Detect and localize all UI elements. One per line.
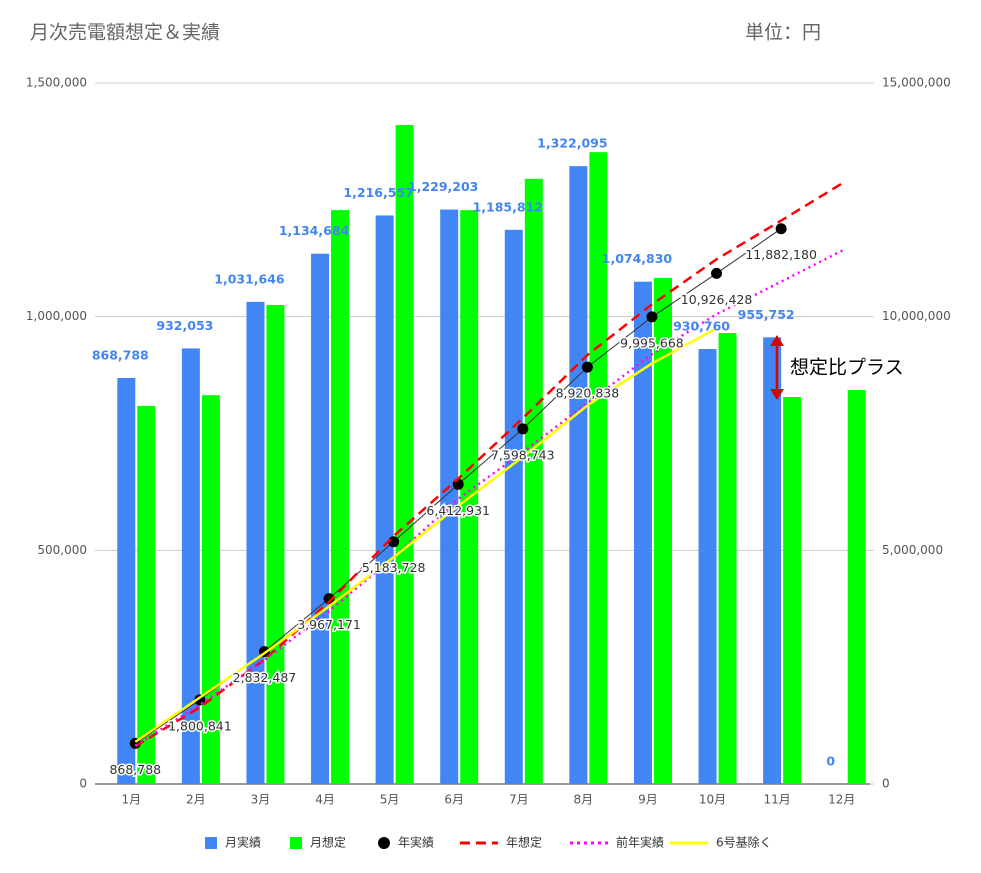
x-tick-label: 10月 [699,793,726,807]
x-tick-label: 12月 [828,793,855,807]
data-label: 932,053 [156,318,213,333]
bar [653,277,672,784]
bar [311,253,330,784]
chart-title: 月次売電額想定＆実績 [30,22,220,44]
x-tick-label: 8月 [574,793,594,807]
y-tick-label: 500,000 [37,543,87,557]
line [134,180,847,748]
x-tick-label: 11月 [763,793,790,807]
marker [775,223,787,235]
x-tick-label: 5月 [380,793,400,807]
bar [266,304,285,784]
marker [517,423,529,435]
data-label: 3,967,171 [297,617,361,632]
legend-swatch [378,837,390,849]
bar [633,281,652,784]
data-label: 1,134,684 [279,223,350,238]
legend-swatch [290,837,302,849]
data-label: 0 [826,754,835,769]
y-tick-label: 1,000,000 [26,309,87,323]
data-label: 868,788 [92,347,149,362]
data-label: 10,926,428 [681,292,753,307]
data-label: 1,216,557 [343,185,413,200]
data-label: 1,031,646 [214,271,285,286]
y2-tick-label: 15,000,000 [882,76,951,90]
x-tick-label: 3月 [251,793,271,807]
legend: 月実績 月想定 年実績 年想定 前年実績 6号基除く [205,835,772,850]
data-label: 1,322,095 [537,136,607,151]
y2-tick-label: 0 [882,777,890,791]
y-tick-label: 0 [79,777,87,791]
marker [646,311,658,323]
data-label: 868,788 [109,762,161,777]
marker [581,361,593,373]
x-tick-label: 4月 [315,793,335,807]
data-label: 8,920,838 [556,386,620,401]
bar [246,301,265,784]
bar [569,166,588,784]
lines [129,180,847,749]
legend-label: 月想定 [310,835,346,850]
marker [323,593,335,605]
x-tick-label: 1月 [121,793,141,807]
data-label: 1,229,203 [408,179,478,194]
line [134,327,718,743]
bar [524,178,543,784]
legend-label: 6号基除く [716,835,772,850]
grid: 0 500,000 1,000,000 1,500,000 0 5,000,000 10,0… [26,76,951,807]
data-label: 5,183,728 [362,560,426,575]
marker [711,267,723,279]
bar [763,337,782,784]
bar [698,349,717,784]
data-label: 9,995,668 [620,335,684,350]
bar [375,215,394,785]
x-tick-label: 6月 [444,793,464,807]
bar [181,348,200,784]
x-tick-label: 7月 [509,793,529,807]
y-tick-label: 1,500,000 [26,76,87,90]
y2-tick-label: 5,000,000 [882,543,943,557]
bar [504,229,523,785]
unit-label: 単位：円 [745,22,821,44]
labels: 868,788 932,053 1,031,646 1,134,684 1,216,55… [92,136,836,779]
bar [117,377,136,784]
legend-label: 前年実績 [616,835,664,850]
bar [395,125,414,784]
data-label: 11,882,180 [745,247,817,262]
data-label: 1,185,812 [473,199,543,214]
bar [331,210,350,784]
legend-label: 月実績 [225,835,261,850]
bar [847,390,866,784]
data-label: 955,752 [738,307,795,322]
bar [783,397,802,784]
bar [589,152,608,784]
data-label: 930,760 [673,319,730,334]
y2-tick-label: 10,000,000 [882,309,951,323]
x-tick-label: 2月 [186,793,206,807]
data-label: 1,074,830 [602,251,673,266]
data-label: 6,412,931 [426,503,490,518]
legend-label: 年想定 [506,835,542,850]
bar [718,333,737,784]
bar [440,209,459,784]
x-tick-label: 9月 [638,793,658,807]
data-label: 1,800,841 [168,718,232,733]
legend-swatch [205,837,217,849]
marker [388,536,400,548]
data-label: 7,598,743 [491,447,555,462]
bar [137,405,156,784]
annotation: 想定比プラス [790,357,904,379]
legend-label: 年実績 [398,835,434,850]
data-label: 2,832,487 [233,670,297,685]
